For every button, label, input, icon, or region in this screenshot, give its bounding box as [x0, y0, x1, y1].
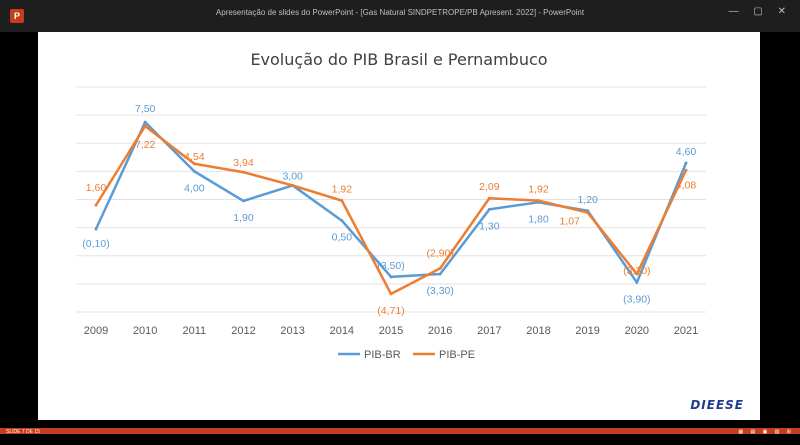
data-point: [94, 227, 98, 231]
data-label: 3,94: [233, 157, 254, 169]
x-tick-label: 2010: [133, 325, 157, 337]
data-label: 7,50: [135, 103, 156, 115]
data-label: 1,92: [332, 184, 353, 196]
legend-label: PIB-PE: [439, 349, 475, 361]
view-buttons[interactable]: ▦ ▤ ▣ ▥ ⊞: [738, 429, 794, 435]
data-label: 1,07: [559, 216, 580, 228]
data-label: 1,90: [233, 212, 254, 224]
data-point: [389, 292, 393, 296]
window-controls[interactable]: — ▢ ✕: [728, 6, 792, 17]
data-point: [340, 219, 344, 223]
data-label: 4,08: [676, 179, 697, 191]
data-point: [389, 275, 393, 279]
data-point: [586, 211, 590, 215]
data-label: (2,90): [426, 247, 453, 259]
data-label: 1,60: [86, 182, 107, 194]
data-point: [635, 272, 639, 276]
data-label: (0,10): [82, 238, 109, 250]
data-point: [291, 183, 295, 187]
data-label: 2,09: [479, 181, 500, 193]
data-point: [340, 199, 344, 203]
x-tick-label: 2017: [477, 325, 501, 337]
data-label: (4,71): [377, 305, 404, 317]
data-label: 1,20: [577, 194, 598, 206]
status-strip: [0, 428, 800, 434]
data-label: 1,92: [528, 184, 549, 196]
data-label: (3,30): [426, 285, 453, 297]
data-label: 1,80: [528, 213, 549, 225]
data-point: [192, 162, 196, 166]
chart-title: Evolução do PIB Brasil e Pernambuco: [250, 50, 548, 69]
data-point: [684, 168, 688, 172]
x-tick-label: 2015: [379, 325, 403, 337]
dieese-logo: DIEESE: [690, 398, 744, 412]
data-label: 4,54: [184, 151, 205, 163]
data-point: [143, 120, 147, 124]
slide: Evolução do PIB Brasil e Pernambuco 2009…: [38, 32, 760, 420]
legend-label: PIB-BR: [364, 349, 401, 361]
data-point: [94, 203, 98, 207]
slide-counter: SLIDE 7 DE 15: [6, 429, 40, 435]
data-point: [242, 199, 245, 203]
x-tick-label: 2019: [575, 325, 599, 337]
x-tick-label: 2018: [526, 325, 550, 337]
x-tick-label: 2012: [231, 325, 255, 337]
data-label: 1,30: [479, 220, 500, 232]
data-label: 7,22: [135, 139, 156, 151]
x-tick-label: 2013: [280, 325, 304, 337]
window-title: Apresentação de slides do PowerPoint - […: [215, 8, 585, 17]
data-label: 4,00: [184, 182, 205, 194]
data-point: [438, 272, 442, 276]
data-point: [487, 207, 491, 211]
status-bar: SLIDE 7 DE 15 ▦ ▤ ▣ ▥ ⊞: [0, 420, 800, 445]
data-label: (3,90): [623, 293, 650, 305]
x-tick-label: 2021: [674, 325, 698, 337]
data-label: 4,60: [676, 146, 697, 158]
data-point: [684, 161, 688, 165]
powerpoint-icon: P: [10, 9, 24, 23]
data-point: [192, 169, 196, 173]
x-tick-label: 2020: [625, 325, 649, 337]
data-point: [635, 280, 639, 284]
data-point: [438, 266, 442, 270]
window-titlebar: P Apresentação de slides do PowerPoint -…: [0, 0, 800, 32]
data-point: [537, 199, 540, 203]
data-point: [143, 124, 147, 128]
x-tick-label: 2016: [428, 325, 452, 337]
data-label: (3,50): [377, 260, 404, 272]
data-label: 3,00: [282, 170, 303, 182]
data-label: 0,50: [332, 232, 353, 244]
data-label: (3,30): [623, 265, 650, 277]
data-point: [487, 196, 491, 200]
x-tick-label: 2011: [183, 325, 207, 337]
line-chart: 2009 2010 2011 2012 2013 2014 2015 2016 2017 2018…: [76, 86, 706, 361]
x-tick-label: 2014: [330, 325, 354, 337]
x-tick-label: 2009: [84, 325, 108, 337]
data-point: [242, 170, 245, 174]
